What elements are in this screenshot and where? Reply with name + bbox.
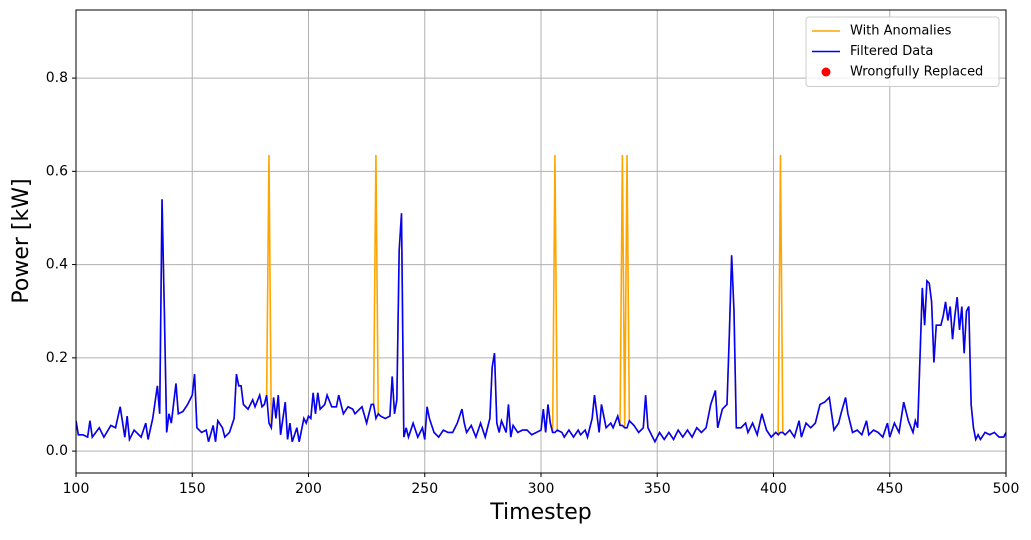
legend-marker [821,67,831,77]
data-line [76,199,1006,444]
y-tick-label: 0.4 [46,257,68,273]
y-axis-label: Power [kW] [9,178,34,303]
legend-label: Wrongfully Replaced [850,65,983,80]
y-tick-label: 0.2 [46,350,68,366]
x-tick-label: 100 [63,481,90,497]
y-tick-label: 0.0 [46,443,68,459]
x-tick-label: 200 [295,481,322,497]
plot-frame [75,9,1007,474]
legend-label: Filtered Data [850,44,933,59]
legend-label: With Anomalies [850,24,952,39]
x-tick-label: 300 [528,481,555,497]
y-tick-label: 0.8 [46,70,68,86]
x-tick-label: 250 [411,481,438,497]
y-tick-label: 0.6 [46,163,68,179]
x-tick-label: 150 [179,481,206,497]
legend-box [805,16,1000,87]
x-tick-label: 400 [760,481,787,497]
x-tick-label: 350 [644,481,671,497]
x-tick-label: 500 [993,481,1020,497]
x-tick-label: 450 [876,481,903,497]
x-axis-label: Timestep [489,500,591,525]
